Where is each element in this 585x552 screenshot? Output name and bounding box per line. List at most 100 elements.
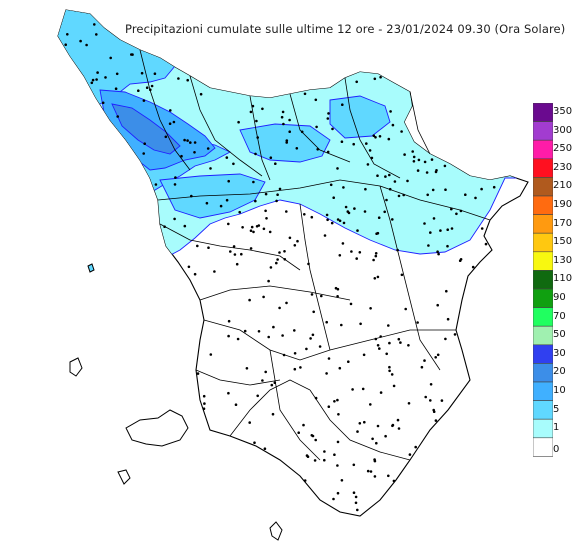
station-dot	[464, 193, 467, 196]
station-dot	[168, 122, 172, 125]
legend-swatch-1	[533, 418, 553, 439]
station-dot	[391, 423, 395, 427]
station-dot	[237, 120, 240, 124]
station-dot	[480, 227, 484, 230]
station-dot	[183, 138, 186, 142]
station-dot	[375, 441, 378, 445]
station-dot	[225, 198, 229, 202]
station-dot	[225, 156, 229, 159]
station-dot	[412, 155, 416, 159]
station-dot	[288, 130, 292, 133]
station-dot	[278, 306, 281, 310]
station-dot	[272, 325, 275, 329]
legend-swatch-300	[533, 121, 553, 141]
station-dot	[243, 329, 247, 333]
station-dot	[435, 169, 438, 172]
station-dot	[480, 187, 483, 191]
station-dot	[96, 71, 99, 74]
station-dot	[329, 183, 333, 187]
station-dot	[248, 421, 251, 424]
station-dot	[312, 310, 316, 314]
station-dot	[376, 174, 379, 177]
station-dot	[314, 438, 318, 442]
station-dot	[227, 222, 230, 226]
station-dot	[347, 360, 350, 364]
island-elba	[125, 409, 189, 447]
station-dot	[341, 103, 344, 106]
legend-label-150: 150	[553, 236, 573, 248]
station-dot	[420, 365, 424, 369]
legend-swatch-190	[533, 195, 553, 215]
station-dot	[400, 273, 404, 277]
station-dot	[116, 115, 119, 118]
station-dot	[364, 187, 367, 191]
station-dot	[253, 441, 256, 445]
station-dot	[430, 158, 434, 161]
station-dot	[213, 270, 216, 273]
island-gorgona	[87, 263, 95, 273]
station-dot	[91, 78, 95, 82]
station-dot	[446, 317, 450, 321]
station-dot	[333, 453, 336, 457]
station-dot	[459, 209, 463, 213]
station-dot	[474, 196, 477, 200]
station-dot	[137, 89, 140, 92]
station-dot	[101, 101, 105, 105]
station-dot	[252, 230, 255, 234]
station-dot	[388, 365, 391, 369]
station-dot	[142, 99, 146, 102]
station-dot	[391, 123, 395, 127]
station-dot	[407, 402, 411, 405]
station-dot	[376, 344, 380, 347]
station-dot	[336, 218, 340, 221]
station-dot	[344, 205, 348, 209]
station-dot	[455, 212, 458, 216]
station-dot	[315, 125, 318, 129]
station-dot	[293, 329, 296, 332]
station-dot	[434, 356, 438, 359]
station-dot	[352, 463, 356, 467]
station-dot	[376, 424, 380, 428]
station-dot	[172, 120, 176, 124]
station-dot	[341, 242, 345, 245]
station-dot	[434, 419, 438, 422]
legend-label-5: 5	[553, 403, 560, 415]
station-dot	[276, 193, 279, 196]
station-dot	[429, 399, 432, 402]
station-dot	[352, 142, 356, 146]
station-dot	[406, 179, 409, 183]
station-dot	[306, 455, 310, 459]
station-dot	[169, 109, 172, 112]
legend-swatch-0	[533, 437, 553, 457]
station-dot	[311, 434, 315, 438]
station-dot	[227, 319, 231, 323]
station-dot	[484, 242, 488, 246]
station-dot	[372, 258, 375, 262]
station-dot	[249, 247, 253, 250]
station-dot	[326, 150, 330, 154]
station-dot	[303, 479, 307, 482]
station-dot	[392, 384, 396, 388]
station-dot	[432, 217, 436, 220]
station-dot	[450, 227, 454, 230]
legend-label-110: 110	[553, 273, 573, 285]
station-dot	[238, 210, 241, 214]
station-dot	[337, 413, 340, 416]
station-dot	[150, 84, 154, 88]
station-dot	[281, 110, 285, 114]
station-dot	[196, 372, 200, 375]
station-dot	[241, 226, 244, 229]
station-dot	[209, 167, 212, 170]
legend-label-50: 50	[553, 329, 566, 341]
station-dot	[340, 323, 343, 327]
station-dot	[436, 250, 439, 253]
station-dot	[407, 344, 410, 347]
station-dot	[203, 402, 206, 405]
station-dot	[445, 289, 448, 293]
island-pianosa	[117, 469, 131, 485]
legend-swatch-210	[533, 177, 553, 197]
station-dot	[262, 295, 265, 299]
station-dot	[309, 337, 312, 340]
station-dot	[338, 219, 342, 223]
station-dot	[163, 225, 166, 228]
